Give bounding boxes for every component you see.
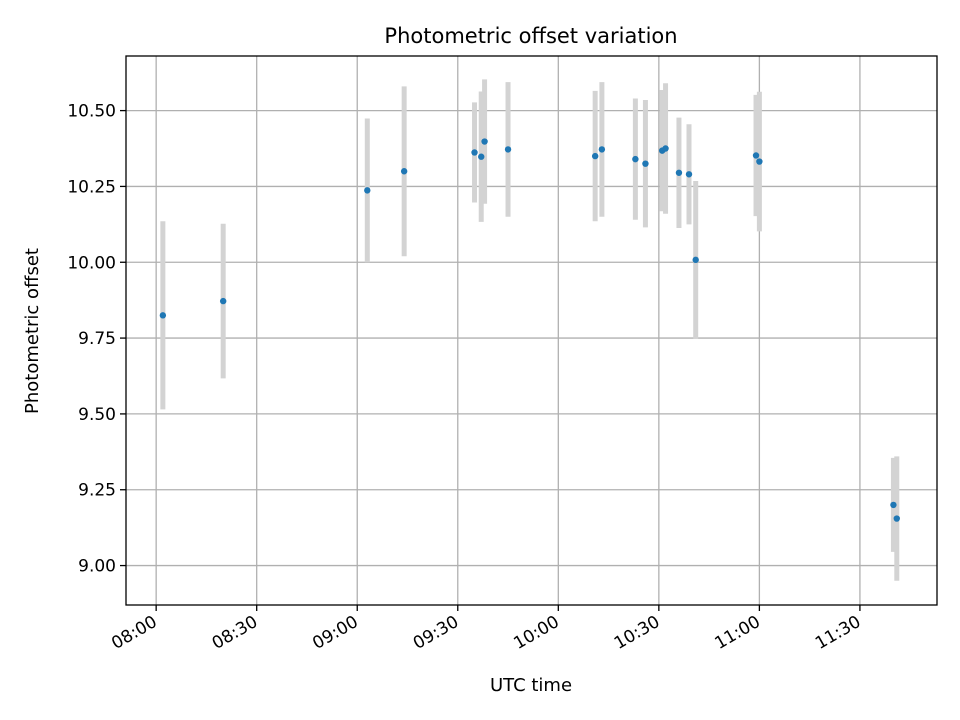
data-point (662, 145, 669, 152)
data-point (598, 146, 606, 153)
y-axis-ticks: 9.00 9.25 9.50 9.75 10.00 10.25 10.50 (67, 102, 126, 577)
data-point (478, 153, 485, 160)
data-point (642, 160, 649, 167)
y-tick-label: 10.50 (67, 102, 116, 122)
data-point (504, 146, 512, 153)
data-points (159, 138, 900, 522)
data-point (219, 297, 227, 305)
data-point (752, 152, 760, 159)
data-point (692, 256, 699, 264)
y-tick-label: 9.00 (78, 557, 116, 577)
y-tick-label: 9.75 (78, 329, 116, 349)
data-point (364, 187, 371, 194)
plot-frame (125, 55, 938, 606)
data-point (675, 169, 683, 176)
data-point (159, 312, 167, 319)
grid (126, 56, 937, 605)
y-tick-label: 10.00 (67, 253, 116, 273)
data-point (481, 138, 488, 145)
data-point (471, 149, 478, 156)
y-tick-label: 10.25 (67, 177, 116, 197)
data-point (400, 168, 408, 175)
data-point (591, 152, 599, 160)
x-axis-label: UTC time (490, 675, 572, 696)
data-point (632, 155, 639, 163)
data-point (890, 501, 897, 509)
y-tick-label: 9.50 (78, 405, 116, 425)
y-tick-label: 9.25 (78, 481, 116, 501)
y-axis-label: Photometric offset (22, 248, 43, 414)
chart-title: Photometric offset variation (384, 24, 677, 48)
data-point (756, 158, 763, 165)
data-point (685, 171, 693, 178)
data-point (893, 515, 900, 522)
